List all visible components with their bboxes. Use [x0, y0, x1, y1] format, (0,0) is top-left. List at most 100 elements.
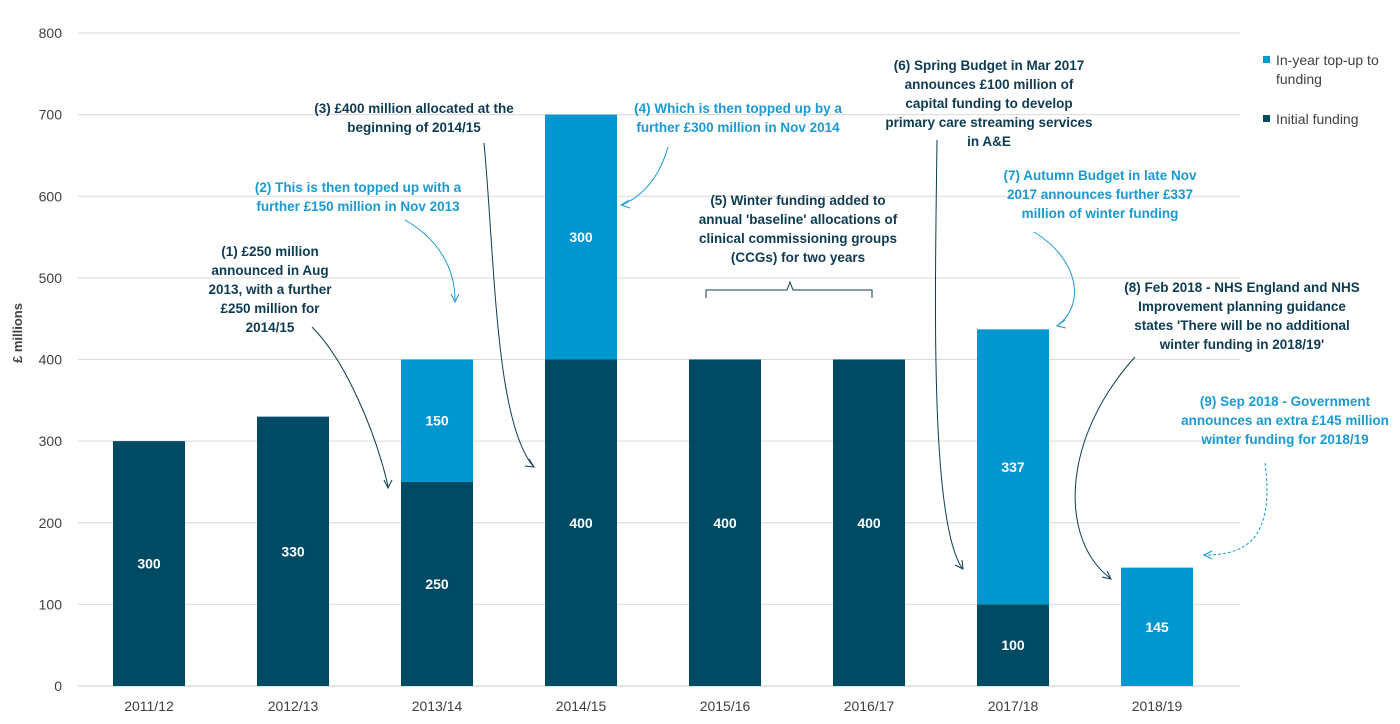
bar-initial-2014-15 — [545, 359, 617, 686]
y-tick-label: 0 — [54, 678, 62, 694]
arrow-2 — [404, 219, 456, 301]
bar-value-label: 250 — [425, 576, 449, 592]
annotation-line: (8) Feb 2018 - NHS England and NHS — [1124, 280, 1360, 295]
legend: In-year top-up to funding Initial funding — [1263, 52, 1379, 127]
arrowhead-3 — [524, 458, 535, 468]
y-tick-label: 500 — [39, 270, 63, 286]
arrow-9 — [1204, 462, 1268, 556]
annotation-line: (1) £250 million — [221, 244, 319, 259]
arrowhead-8 — [1101, 570, 1112, 580]
arrowhead-1 — [383, 479, 393, 490]
arrowhead-9 — [1202, 550, 1213, 560]
arrowhead-2 — [450, 293, 460, 304]
legend-label-line: In-year top-up to — [1276, 52, 1379, 68]
bar-topup-2018-19 — [1121, 567, 1193, 686]
legend-label: In-year top-up to funding — [1276, 52, 1379, 87]
bar-value-label: 145 — [1145, 619, 1169, 635]
annotation-6: (6) Spring Budget in Mar 2017 announces £… — [885, 58, 1092, 149]
y-tick-label: 700 — [39, 107, 63, 123]
annotation-line: £250 million for — [220, 301, 320, 316]
annotation-line: million of winter funding — [1022, 206, 1179, 221]
legend-swatch — [1263, 115, 1270, 122]
annotation-line: (CCGs) for two years — [731, 250, 865, 265]
y-axis-ticks: 0 100 200 300 400 500 600 700 800 — [39, 25, 63, 694]
x-tick-label: 2018/19 — [1132, 698, 1183, 714]
y-axis-label: £ millions — [10, 303, 25, 363]
annotation-line: announces an extra £145 million — [1181, 413, 1389, 428]
y-tick-label: 200 — [39, 515, 63, 531]
arrow-4 — [621, 146, 669, 206]
x-tick-label: 2016/17 — [844, 698, 895, 714]
arrowhead-7 — [1055, 319, 1067, 329]
arrowhead-6 — [954, 559, 964, 570]
bar-initial-2017-18 — [977, 604, 1049, 686]
y-tick-label: 100 — [39, 596, 63, 612]
y-tick-label: 800 — [39, 25, 63, 41]
annotation-4: (4) Which is then topped up by a further … — [634, 101, 842, 135]
bar-initial-2012-13 — [257, 416, 329, 686]
bar-initial-2015-16 — [689, 359, 761, 686]
annotation-line: (2) This is then topped up with a — [255, 180, 462, 195]
annotation-line: beginning of 2014/15 — [347, 120, 481, 135]
bar-value-label: 337 — [1001, 459, 1025, 475]
annotation-line: capital funding to develop — [905, 96, 1072, 111]
legend-label-line: funding — [1276, 71, 1322, 87]
annotation-2: (2) This is then topped up with a further… — [255, 180, 462, 214]
annotation-line: further £150 million in Nov 2013 — [256, 199, 460, 214]
bar-value-label: 300 — [569, 229, 593, 245]
bar-value-label: 400 — [857, 515, 881, 531]
annotation-1: (1) £250 million announced in Aug 2013, wi… — [208, 244, 332, 335]
bar-value-label: 400 — [713, 515, 737, 531]
bar-topup-2014-15 — [545, 114, 617, 360]
bar-initial-2011-12 — [113, 441, 185, 686]
bar-topup-2017-18 — [977, 329, 1049, 605]
arrow-1 — [311, 326, 389, 487]
annotation-line: winter funding in 2018/19' — [1159, 337, 1325, 352]
legend-label-line: Initial funding — [1276, 111, 1359, 127]
bar-topup-2013-14 — [401, 359, 473, 482]
y-tick-label: 600 — [39, 188, 63, 204]
annotation-line: in A&E — [967, 134, 1011, 149]
annotation-line: (9) Sep 2018 - Government — [1200, 394, 1371, 409]
annotation-line: announces £100 million of — [905, 77, 1074, 92]
x-tick-label: 2014/15 — [556, 698, 607, 714]
annotation-8: (8) Feb 2018 - NHS England and NHS Improv… — [1124, 280, 1360, 352]
bar-value-label: 300 — [137, 556, 161, 572]
bar-value-label: 100 — [1001, 637, 1025, 653]
legend-label: Initial funding — [1276, 111, 1359, 127]
annotation-line: (5) Winter funding added to — [710, 193, 885, 208]
legend-swatch — [1263, 56, 1270, 63]
annotation-7: (7) Autumn Budget in late Nov 2017 announ… — [1004, 168, 1197, 221]
x-tick-label: 2012/13 — [268, 698, 319, 714]
arrow-3 — [483, 142, 534, 467]
x-tick-label: 2011/12 — [124, 698, 174, 714]
annotation-line: 2017 announces further £337 — [1007, 187, 1193, 202]
annotation-line: states 'There will be no additional — [1134, 318, 1350, 333]
bar-initial-2013-14 — [401, 481, 473, 686]
annotation-3: (3) £400 million allocated at the beginni… — [314, 101, 514, 135]
annotation-5: (5) Winter funding added to annual 'basel… — [699, 193, 898, 265]
annotation-line: (7) Autumn Budget in late Nov — [1004, 168, 1197, 183]
annotation-line: Improvement planning guidance — [1138, 299, 1346, 314]
bar-value-label: 400 — [569, 515, 593, 531]
arrow-8 — [1074, 356, 1136, 579]
annotation-line: (3) £400 million allocated at the — [314, 101, 514, 116]
annotation-line: clinical commissioning groups — [699, 231, 897, 246]
annotation-arrows — [311, 139, 1268, 580]
x-axis-ticks: 2011/12 2012/13 2013/14 2014/15 2015/16 2016/… — [124, 698, 1182, 714]
annotation-line: annual 'baseline' allocations of — [699, 212, 898, 227]
bracket-5 — [705, 280, 873, 298]
x-tick-label: 2017/18 — [988, 698, 1039, 714]
annotation-9: (9) Sep 2018 - Government announces an ex… — [1181, 394, 1389, 447]
annotation-line: (4) Which is then topped up by a — [634, 101, 842, 116]
arrow-7 — [1033, 231, 1075, 326]
bars: 300 330 250 150 400 300 400 400 100 337 145 — [113, 114, 1193, 686]
annotation-line: (6) Spring Budget in Mar 2017 — [894, 58, 1085, 73]
y-tick-label: 400 — [39, 352, 63, 368]
arrow-6 — [934, 139, 963, 569]
bar-initial-2016-17 — [833, 359, 905, 686]
annotation-line: further £300 million in Nov 2014 — [636, 120, 840, 135]
x-tick-label: 2015/16 — [700, 698, 751, 714]
arrowhead-4 — [619, 199, 631, 209]
